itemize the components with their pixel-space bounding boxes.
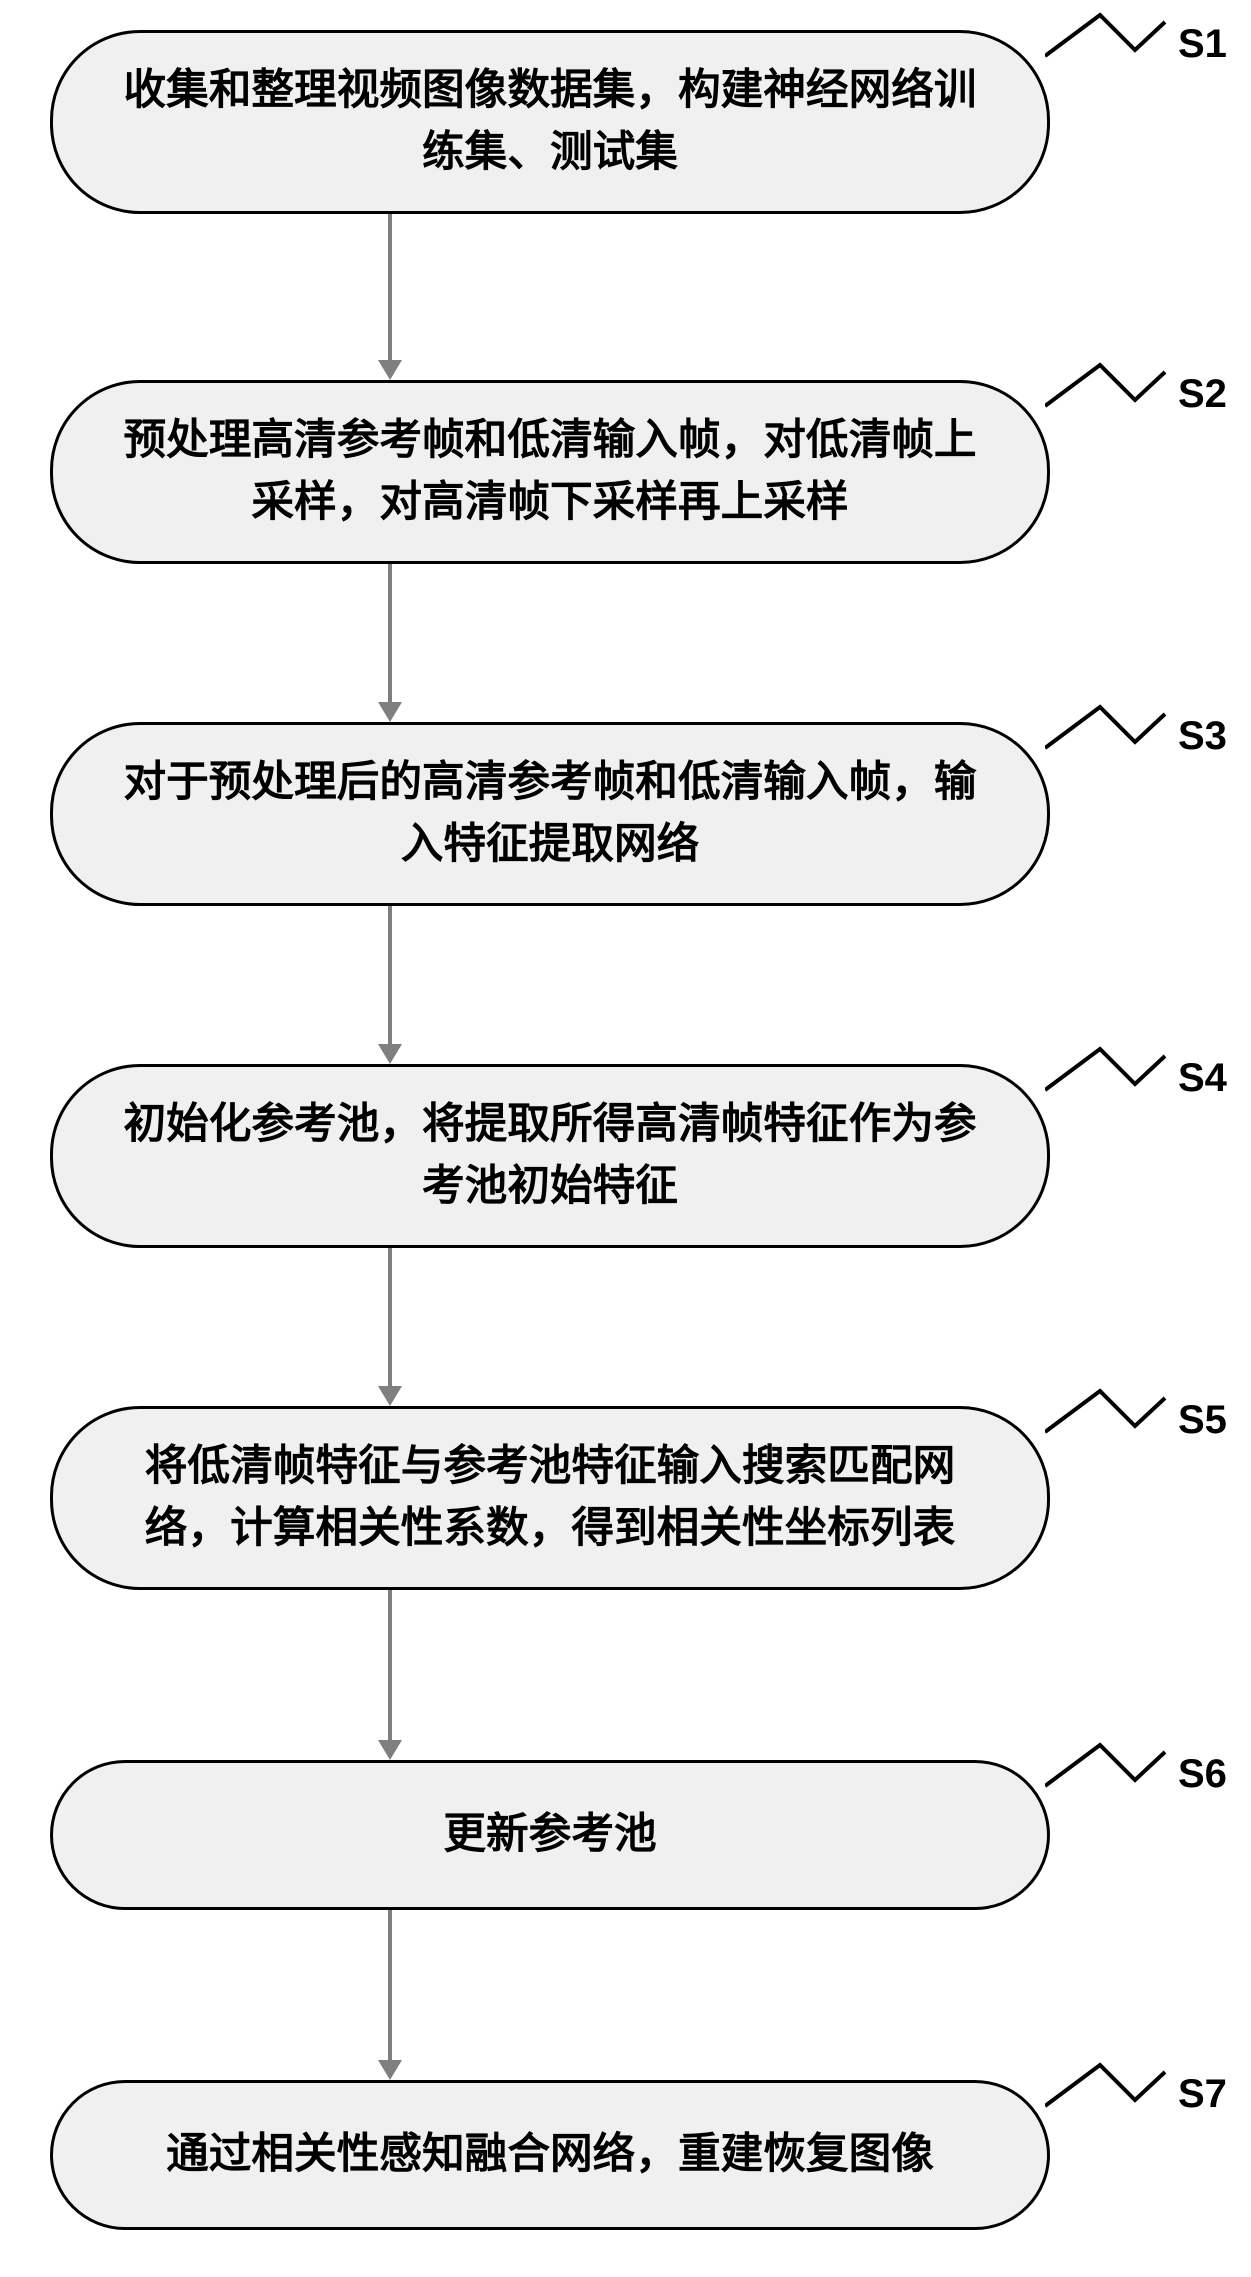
flow-node-text: 预处理高清参考帧和低清输入帧，对低清帧上采样，对高清帧下采样再上采样 [103, 410, 997, 534]
flowchart-canvas: 收集和整理视频图像数据集，构建神经网络训练集、测试集 S1 预处理高清参考帧和低清输… [0, 0, 1251, 2277]
flow-node-text: 通过相关性感知融合网络，重建恢复图像 [166, 2124, 934, 2186]
arrow-head-icon [378, 1740, 402, 1760]
arrow-head-icon [378, 1386, 402, 1406]
callout-connector [1045, 12, 1170, 62]
step-label-s3: S3 [1178, 714, 1227, 759]
arrow-line [388, 214, 392, 360]
flow-node-s7: 通过相关性感知融合网络，重建恢复图像 [50, 2080, 1050, 2230]
step-label-s1: S1 [1178, 22, 1227, 67]
flow-node-s3: 对于预处理后的高清参考帧和低清输入帧，输入特征提取网络 [50, 722, 1050, 906]
arrow-line [388, 906, 392, 1044]
step-label-s6: S6 [1178, 1752, 1227, 1797]
callout-connector [1045, 1388, 1170, 1438]
flow-node-text: 初始化参考池，将提取所得高清帧特征作为参考池初始特征 [103, 1094, 997, 1218]
flow-node-text: 更新参考池 [443, 1804, 656, 1866]
step-label-s7: S7 [1178, 2072, 1227, 2117]
arrow-head-icon [378, 1044, 402, 1064]
step-label-s5: S5 [1178, 1398, 1227, 1443]
callout-connector [1045, 704, 1170, 754]
flow-node-s4: 初始化参考池，将提取所得高清帧特征作为参考池初始特征 [50, 1064, 1050, 1248]
flow-node-s2: 预处理高清参考帧和低清输入帧，对低清帧上采样，对高清帧下采样再上采样 [50, 380, 1050, 564]
flow-node-text: 将低清帧特征与参考池特征输入搜索匹配网络，计算相关性系数，得到相关性坐标列表 [103, 1436, 997, 1560]
arrow-line [388, 1910, 392, 2060]
flow-node-s6: 更新参考池 [50, 1760, 1050, 1910]
arrow-line [388, 1248, 392, 1386]
arrow-line [388, 564, 392, 702]
flow-node-s1: 收集和整理视频图像数据集，构建神经网络训练集、测试集 [50, 30, 1050, 214]
flow-node-s5: 将低清帧特征与参考池特征输入搜索匹配网络，计算相关性系数，得到相关性坐标列表 [50, 1406, 1050, 1590]
arrow-line [388, 1590, 392, 1740]
callout-connector [1045, 2062, 1170, 2112]
arrow-head-icon [378, 360, 402, 380]
callout-connector [1045, 1742, 1170, 1792]
callout-connector [1045, 1046, 1170, 1096]
flow-node-text: 对于预处理后的高清参考帧和低清输入帧，输入特征提取网络 [103, 752, 997, 876]
step-label-s2: S2 [1178, 372, 1227, 417]
arrow-head-icon [378, 702, 402, 722]
flow-node-text: 收集和整理视频图像数据集，构建神经网络训练集、测试集 [103, 60, 997, 184]
callout-connector [1045, 362, 1170, 412]
step-label-s4: S4 [1178, 1056, 1227, 1101]
arrow-head-icon [378, 2060, 402, 2080]
